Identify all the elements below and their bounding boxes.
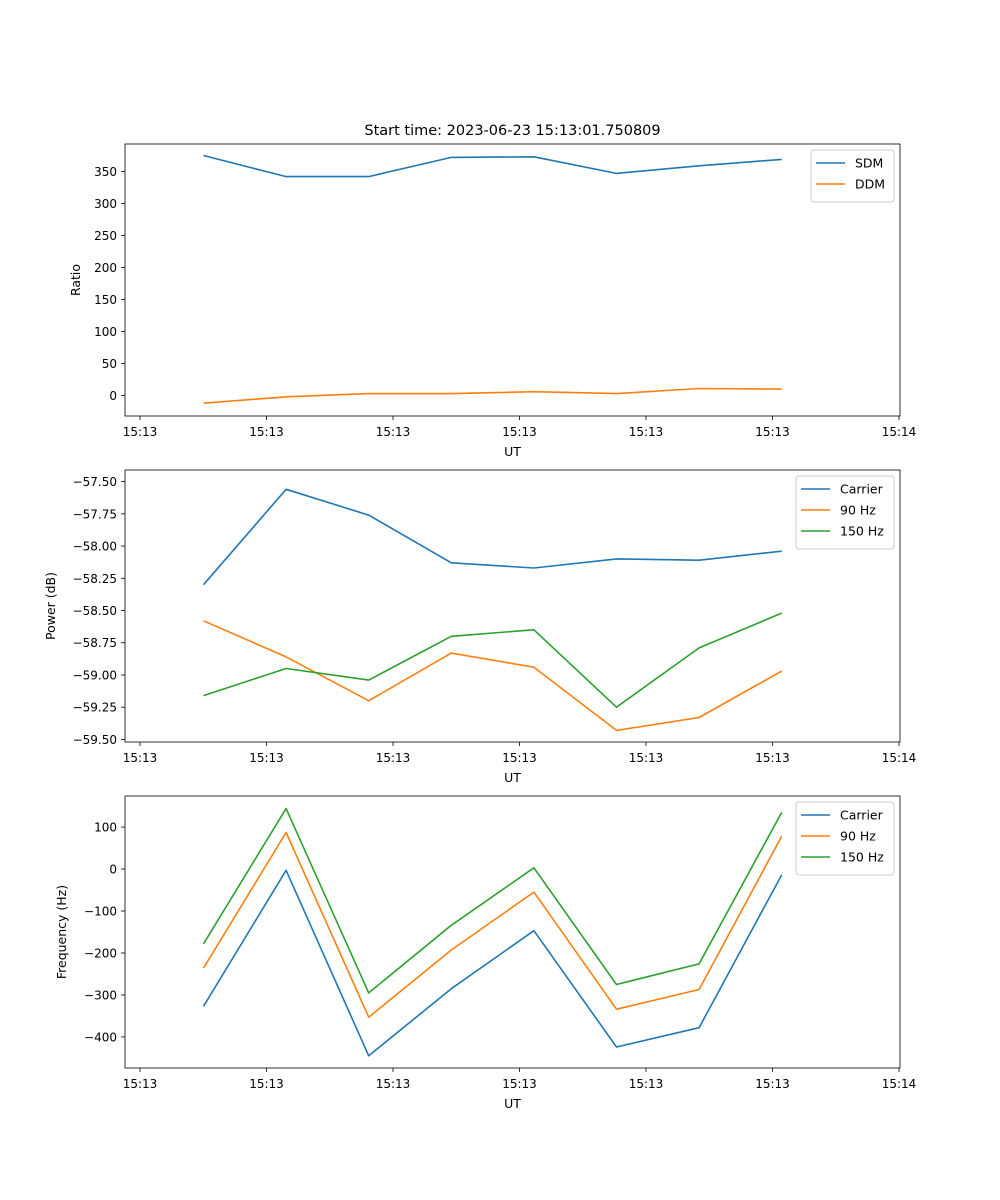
series-line-sdm (203, 154, 782, 178)
series-line-90-hz (203, 620, 783, 732)
x-axis-label: UT (504, 1096, 521, 1111)
x-tick-label: 15:13 (629, 1077, 664, 1091)
x-tick-label: 15:13 (249, 1077, 284, 1091)
subplots: 15:13 15:13 15:13 15:13 15:13 15:13 15:14 UT 0 50… (43, 143, 917, 1111)
y-tick-label: −57.75 (73, 507, 117, 521)
series-line-150-hz (203, 612, 783, 709)
y-tick-label: 100 (94, 325, 117, 339)
y-tick-label: 0 (109, 389, 117, 403)
x-tick-label: 15:13 (755, 425, 790, 439)
x-tick-label: 15:13 (755, 1077, 790, 1091)
legend: Carrier 90 Hz 150 Hz (795, 475, 895, 550)
x-tick-label: 15:13 (123, 425, 158, 439)
y-tick-label: −200 (84, 946, 117, 960)
y-tick-label: 0 (109, 863, 117, 877)
y-tick-label: −59.25 (73, 701, 117, 715)
y-tick-label: −300 (84, 988, 117, 1002)
y-axis-label: Ratio (68, 264, 83, 296)
subplot-2: 15:13 15:13 15:13 15:13 15:13 15:13 15:14 UT −57… (43, 469, 917, 785)
subplot-3: 15:13 15:13 15:13 15:13 15:13 15:13 15:14 UT 100… (54, 795, 917, 1111)
series-line-150-hz (202, 807, 783, 994)
x-tick-label: 15:13 (123, 751, 158, 765)
x-tick-label: 15:13 (376, 425, 411, 439)
y-tick-label: −58.25 (73, 572, 117, 586)
y-tick-label: −59.00 (73, 668, 117, 682)
x-tick-label: 15:14 (882, 751, 917, 765)
legend: Carrier 90 Hz 150 Hz (795, 801, 895, 876)
y-tick-label: −59.50 (73, 733, 117, 747)
y-tick-label: 250 (94, 229, 117, 243)
legend-label: Carrier (840, 482, 884, 497)
series-line-ddm (203, 387, 782, 404)
series-line-carrier (202, 488, 782, 586)
y-tick-label: 350 (94, 165, 117, 179)
legend-label: 90 Hz (840, 829, 876, 844)
legend-label: 90 Hz (840, 503, 876, 518)
legend-label: 150 Hz (840, 850, 884, 865)
series-line-carrier (202, 869, 783, 1057)
legend: SDM DDM (810, 149, 895, 203)
x-axis-label: UT (504, 444, 521, 459)
axes-frame (124, 795, 901, 1069)
x-tick-label: 15:14 (882, 1077, 917, 1091)
x-tick-label: 15:13 (249, 425, 284, 439)
legend-label: SDM (855, 156, 883, 171)
y-tick-label: −58.50 (73, 604, 117, 618)
y-tick-label: −58.00 (73, 540, 117, 554)
legend-label: DDM (855, 177, 885, 192)
y-tick-label: 50 (102, 357, 117, 371)
legend-label: Carrier (840, 808, 884, 823)
y-tick-label: 150 (94, 293, 117, 307)
y-tick-label: −58.75 (73, 636, 117, 650)
x-tick-label: 15:13 (502, 1077, 537, 1091)
series-line-90-hz (202, 831, 783, 1019)
x-tick-label: 15:13 (502, 751, 537, 765)
axes-frame (124, 143, 901, 417)
x-tick-label: 15:13 (502, 425, 537, 439)
y-axis-label: Power (dB) (43, 572, 58, 640)
y-tick-label: −100 (84, 905, 117, 919)
figure-title: Start time: 2023-06-23 15:13:01.750809 (364, 123, 660, 139)
x-tick-label: 15:13 (376, 1077, 411, 1091)
y-tick-label: −400 (84, 1030, 117, 1044)
x-tick-label: 15:13 (629, 751, 664, 765)
x-tick-label: 15:13 (376, 751, 411, 765)
x-tick-label: 15:13 (629, 425, 664, 439)
y-tick-label: −57.50 (73, 475, 117, 489)
y-tick-label: 300 (94, 197, 117, 211)
x-tick-label: 15:14 (882, 425, 917, 439)
subplot-1: 15:13 15:13 15:13 15:13 15:13 15:13 15:14 UT 0 50… (68, 143, 917, 459)
y-tick-label: 100 (94, 821, 117, 835)
y-axis-label: Frequency (Hz) (54, 885, 69, 979)
axes-frame (124, 469, 901, 743)
legend-label: 150 Hz (840, 524, 884, 539)
x-axis-label: UT (504, 770, 521, 785)
x-tick-label: 15:13 (249, 751, 284, 765)
x-tick-label: 15:13 (755, 751, 790, 765)
x-tick-label: 15:13 (123, 1077, 158, 1091)
y-tick-label: 200 (94, 261, 117, 275)
